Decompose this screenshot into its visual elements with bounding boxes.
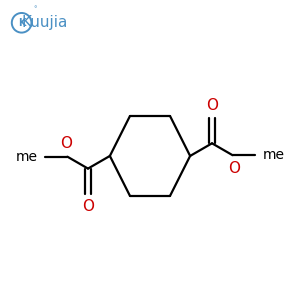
Text: me: me	[16, 150, 38, 164]
Text: O: O	[228, 160, 240, 175]
Text: Kuujia: Kuujia	[22, 15, 68, 30]
Text: O: O	[206, 98, 218, 113]
Text: O: O	[60, 136, 72, 151]
Text: °: °	[33, 6, 36, 12]
Text: me: me	[262, 148, 284, 162]
Text: K: K	[18, 18, 25, 28]
Text: O: O	[82, 199, 94, 214]
